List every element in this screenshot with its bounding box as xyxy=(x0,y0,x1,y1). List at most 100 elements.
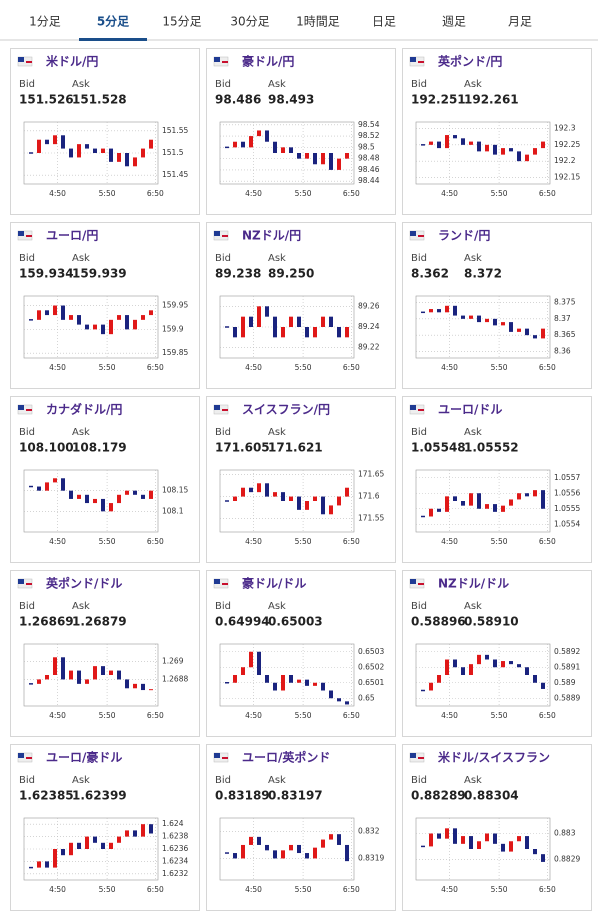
candle xyxy=(257,130,261,137)
pair-name[interactable]: ユーロ/円 xyxy=(46,229,98,243)
ask-value: 0.58910 xyxy=(464,615,519,629)
plot-area xyxy=(415,469,551,533)
x-tick-label: 6:50 xyxy=(539,711,556,720)
flag-mark xyxy=(26,757,32,759)
x-tick-label: 4:50 xyxy=(49,537,66,546)
candle xyxy=(429,309,433,313)
pair-name[interactable]: 英ポンド/ドル xyxy=(46,576,122,591)
pair-name[interactable]: 豪ドル/円 xyxy=(242,54,294,69)
candle xyxy=(493,659,497,668)
pair-name[interactable]: 豪ドル/ドル xyxy=(242,576,306,591)
flag-mark xyxy=(18,405,24,410)
candle xyxy=(461,501,465,506)
y-tick-label: 0.832 xyxy=(358,826,380,835)
candle xyxy=(477,493,481,509)
panel[interactable] xyxy=(10,48,200,215)
y-tick-label: 171.55 xyxy=(358,514,384,523)
ask-label: Ask xyxy=(464,775,482,786)
tab[interactable]: 1分足 xyxy=(29,15,61,29)
candle xyxy=(533,335,537,339)
candle xyxy=(345,844,349,862)
pair-name[interactable]: 米ドル/スイスフラン xyxy=(438,750,550,765)
y-tick-label: 0.6501 xyxy=(358,678,384,687)
candle xyxy=(437,309,441,313)
panel[interactable] xyxy=(10,396,200,563)
ask-value: 1.26879 xyxy=(72,615,127,629)
x-tick-label: 5:50 xyxy=(99,189,116,198)
candle xyxy=(281,327,285,338)
candle xyxy=(329,505,333,515)
candle xyxy=(117,315,121,320)
tab[interactable]: 15分足 xyxy=(162,15,201,29)
panel[interactable] xyxy=(10,744,200,911)
candle xyxy=(453,305,457,316)
pair-name[interactable]: 英ポンド/円 xyxy=(438,54,502,69)
panel[interactable] xyxy=(206,396,396,563)
panel[interactable] xyxy=(402,744,592,911)
panel[interactable] xyxy=(206,744,396,911)
pair-name[interactable]: ランド/円 xyxy=(438,229,490,243)
candle xyxy=(493,833,497,844)
panel[interactable] xyxy=(402,570,592,737)
x-tick-label: 5:50 xyxy=(295,885,312,894)
pair-name[interactable]: ユーロ/豪ドル xyxy=(46,750,122,765)
flag-mark xyxy=(418,583,424,585)
panel[interactable] xyxy=(402,396,592,563)
pair-name[interactable]: 米ドル/円 xyxy=(46,54,98,69)
candle xyxy=(233,675,237,683)
panel[interactable] xyxy=(206,570,396,737)
tab[interactable]: 週足 xyxy=(442,15,466,29)
panel[interactable] xyxy=(10,570,200,737)
y-tick-label: 8.37 xyxy=(554,314,571,323)
y-tick-label: 98.52 xyxy=(358,131,380,140)
candle xyxy=(321,496,325,515)
candle xyxy=(437,675,441,683)
panel[interactable] xyxy=(402,48,592,215)
candle xyxy=(77,315,81,325)
candle xyxy=(69,148,73,158)
candle xyxy=(337,834,341,845)
candle xyxy=(533,148,537,155)
candle xyxy=(85,679,89,684)
candle xyxy=(117,494,121,504)
tab[interactable]: 30分足 xyxy=(230,15,269,29)
candle xyxy=(313,847,317,859)
panel[interactable] xyxy=(402,222,592,389)
candle xyxy=(93,324,97,330)
candle xyxy=(109,319,113,335)
candle xyxy=(77,842,81,849)
candle xyxy=(133,683,137,689)
x-tick-label: 6:50 xyxy=(147,363,164,372)
candle xyxy=(429,141,433,145)
panel[interactable] xyxy=(206,222,396,389)
tab[interactable]: 月足 xyxy=(508,15,532,29)
pair-name[interactable]: NZドル/円 xyxy=(242,229,301,243)
candle xyxy=(273,682,277,691)
tab[interactable]: 1時間足 xyxy=(296,15,340,29)
ask-value: 0.88304 xyxy=(464,789,519,803)
pair-name[interactable]: カナダドル/円 xyxy=(46,402,122,417)
x-tick-label: 5:50 xyxy=(99,537,116,546)
bid-label: Bid xyxy=(411,253,427,264)
candle xyxy=(149,689,153,691)
panel[interactable] xyxy=(206,48,396,215)
candle xyxy=(53,478,57,483)
bid-label: Bid xyxy=(19,79,35,90)
tab[interactable]: 5分足 xyxy=(97,14,129,29)
candle xyxy=(477,841,481,849)
candle xyxy=(249,316,253,327)
tab[interactable]: 日足 xyxy=(372,15,396,29)
pair-name[interactable]: NZドル/ドル xyxy=(438,577,509,591)
pair-name[interactable]: ユーロ/英ポンド xyxy=(242,750,330,765)
pair-name[interactable]: ユーロ/ドル xyxy=(438,403,502,417)
candle xyxy=(77,494,81,499)
pair-name[interactable]: スイスフラン/円 xyxy=(242,403,330,417)
ask-label: Ask xyxy=(464,601,482,612)
plot-area xyxy=(415,295,551,359)
bid-value: 8.362 xyxy=(411,267,449,281)
ask-value: 89.250 xyxy=(268,267,314,281)
candle xyxy=(61,135,65,149)
candle xyxy=(77,670,81,684)
candle xyxy=(429,833,433,847)
flag-mark xyxy=(418,757,424,759)
